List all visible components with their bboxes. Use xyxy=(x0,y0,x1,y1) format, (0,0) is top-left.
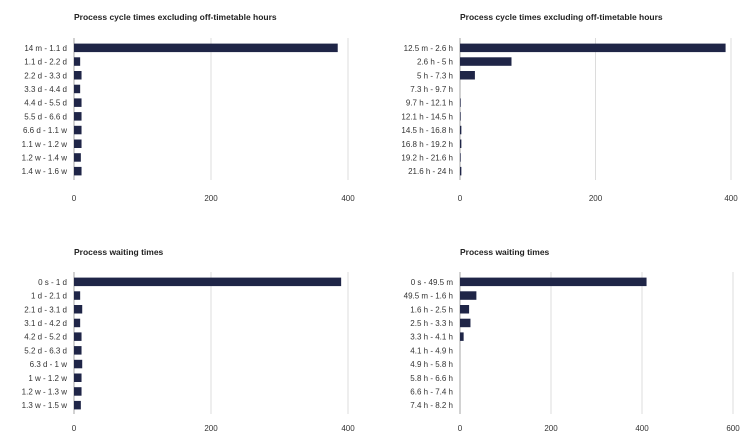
bar xyxy=(74,71,82,80)
bar xyxy=(460,112,461,121)
x-tick-label: 400 xyxy=(635,424,649,433)
category-label: 9.7 h - 12.1 h xyxy=(406,99,453,108)
category-label: 2.1 d - 3.1 d xyxy=(24,305,67,314)
category-label: 3.3 h - 4.1 h xyxy=(410,333,453,342)
x-tick-label: 0 xyxy=(72,194,77,203)
category-label: 2.2 d - 3.3 d xyxy=(24,71,67,80)
bar xyxy=(74,346,82,355)
bar xyxy=(74,318,81,328)
category-label: 4.2 d - 5.2 d xyxy=(24,333,67,342)
category-label: 7.4 h - 8.2 h xyxy=(410,401,453,410)
chart-svg: 0 200 400 12.5 m - 2.6 h 2.6 h - 5 h 5 h - 7.… xyxy=(401,38,738,203)
category-label: 1.2 w - 1.3 w xyxy=(22,387,68,396)
category-label: 5 h - 7.3 h xyxy=(417,71,453,80)
bar xyxy=(74,305,83,314)
bar xyxy=(460,318,471,328)
bar xyxy=(74,125,82,135)
x-tick-label: 400 xyxy=(341,194,355,203)
x-tick-label: 0 xyxy=(458,424,463,433)
chart-panel-cycle-hours: Process cycle times excluding off-timeta… xyxy=(386,0,743,218)
category-label: 1.3 w - 1.5 w xyxy=(22,401,68,410)
bar xyxy=(74,84,81,94)
category-label: 1.1 d - 2.2 d xyxy=(24,58,67,67)
category-label: 1.4 w - 1.6 w xyxy=(22,167,68,176)
x-tick-label: 400 xyxy=(724,194,738,203)
category-label: 49.5 m - 1.6 h xyxy=(404,292,453,301)
chart-title: Process cycle times excluding off-timeta… xyxy=(460,12,663,22)
bar xyxy=(460,291,477,300)
bar xyxy=(460,139,462,148)
category-label: 2.6 h - 5 h xyxy=(417,58,453,67)
category-label: 16.8 h - 19.2 h xyxy=(401,140,453,149)
category-label: 7.3 h - 9.7 h xyxy=(410,85,453,94)
chart-title: Process cycle times excluding off-timeta… xyxy=(74,12,277,22)
bar xyxy=(460,71,475,80)
bar xyxy=(74,387,82,396)
category-label: 12.5 m - 2.6 h xyxy=(404,44,453,53)
x-tick-label: 0 xyxy=(458,194,463,203)
bar xyxy=(74,57,81,66)
category-label: 0 s - 1 d xyxy=(38,278,67,287)
x-tick-label: 400 xyxy=(341,424,355,433)
category-label: 21.6 h - 24 h xyxy=(408,167,453,176)
bar xyxy=(74,291,81,300)
x-tick-label: 200 xyxy=(544,424,558,433)
bar xyxy=(460,305,470,314)
bar xyxy=(460,153,461,162)
x-tick-label: 600 xyxy=(726,424,740,433)
bar xyxy=(74,400,81,410)
bar xyxy=(74,139,82,148)
category-label: 6.6 d - 1.1 w xyxy=(23,126,67,135)
chart-svg: 0 200 400 0 s - 1 d 1 d - 2.1 d 2.1 d - 3.1 d… xyxy=(22,272,355,433)
category-label: 3.3 d - 4.4 d xyxy=(24,85,67,94)
category-label: 14 m - 1.1 d xyxy=(24,44,67,53)
x-tick-label: 200 xyxy=(204,194,218,203)
chart-title: Process waiting times xyxy=(460,247,550,257)
bar xyxy=(74,98,82,107)
bar xyxy=(460,332,464,341)
category-label: 1.6 h - 2.5 h xyxy=(410,305,453,314)
chart-panel-waiting-hours: Process waiting times 0 200 400 600 0 s - 49… xyxy=(386,235,743,435)
category-label: 0 s - 49.5 m xyxy=(411,278,454,287)
category-label: 5.2 d - 6.3 d xyxy=(24,346,67,355)
category-label: 5.5 d - 6.6 d xyxy=(24,112,67,121)
bar xyxy=(460,57,512,66)
category-label: 2.5 h - 3.3 h xyxy=(410,319,453,328)
category-label: 14.5 h - 16.8 h xyxy=(401,126,453,135)
category-label: 1.2 w - 1.4 w xyxy=(22,153,68,162)
chart-svg: 0 200 400 600 0 s - 49.5 m 49.5 m - 1.6 h 1.6 … xyxy=(404,272,740,433)
category-label: 3.1 d - 4.2 d xyxy=(24,319,67,328)
category-label: 1 w - 1.2 w xyxy=(28,374,67,383)
bar xyxy=(460,125,462,135)
category-label: 12.1 h - 14.5 h xyxy=(401,112,453,121)
category-label: 1.1 w - 1.2 w xyxy=(22,140,68,149)
category-label: 19.2 h - 21.6 h xyxy=(401,153,453,162)
bar xyxy=(74,112,82,121)
bar xyxy=(74,332,82,341)
bar xyxy=(74,153,81,162)
category-label: 6.6 h - 7.4 h xyxy=(410,387,453,396)
chart-svg: 0 200 400 14 m - 1.1 d 1.1 d - 2.2 d 2.2 d - … xyxy=(22,38,355,203)
bar xyxy=(460,166,462,176)
category-label: 6.3 d - 1 w xyxy=(30,360,68,369)
bar xyxy=(460,98,461,107)
bar xyxy=(74,373,82,382)
bar xyxy=(74,277,342,287)
chart-panel-waiting-days: Process waiting times 0 200 400 0 s - 1 d 1 … xyxy=(0,235,372,435)
x-tick-label: 0 xyxy=(72,424,77,433)
chart-panel-cycle-days: Process cycle times excluding off-timeta… xyxy=(0,0,372,218)
x-tick-label: 200 xyxy=(589,194,603,203)
bar xyxy=(74,43,338,53)
chart-title: Process waiting times xyxy=(74,247,164,257)
bar xyxy=(460,277,647,287)
category-label: 1 d - 2.1 d xyxy=(31,292,67,301)
category-label: 4.1 h - 4.9 h xyxy=(410,346,453,355)
category-label: 4.9 h - 5.8 h xyxy=(410,360,453,369)
bar xyxy=(74,166,82,176)
x-tick-label: 200 xyxy=(204,424,218,433)
bar xyxy=(460,43,726,53)
category-label: 5.8 h - 6.6 h xyxy=(410,374,453,383)
bar xyxy=(74,359,83,369)
category-label: 4.4 d - 5.5 d xyxy=(24,99,67,108)
